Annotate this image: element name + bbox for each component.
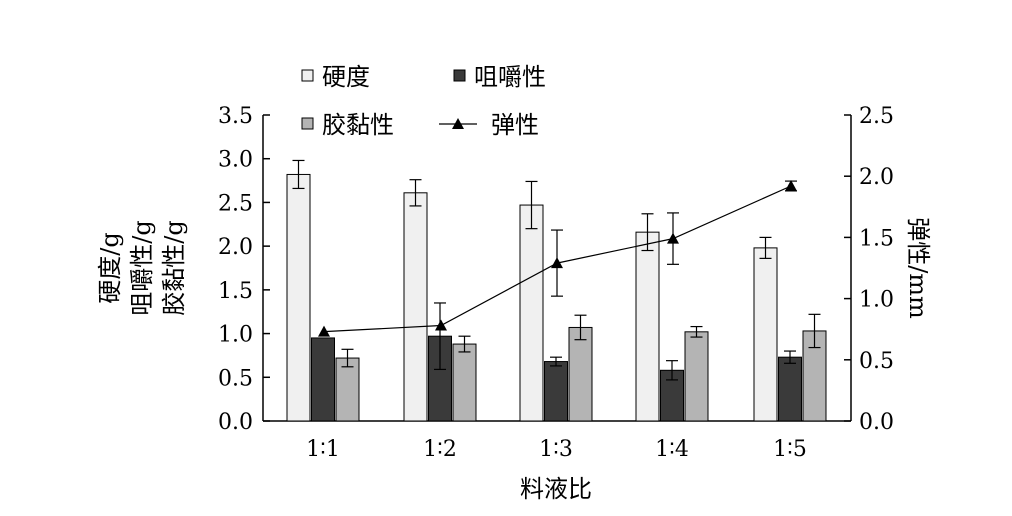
bar: [452, 343, 477, 422]
x-tick-label: 1∶5: [773, 437, 807, 462]
y-label-chewiness: 咀嚼性/g: [128, 220, 156, 315]
bar: [403, 192, 428, 422]
legend-swatch: [453, 69, 466, 82]
legend-item: 硬度: [301, 63, 370, 91]
legend-label: 胶黏性: [322, 111, 394, 139]
bar: [335, 357, 360, 422]
line-point: [785, 179, 797, 191]
y-tick-label-right: 2.0: [859, 165, 894, 190]
axes: 0.0 0.5 1.0 1.5 2.0 2.5 3.0 3.5 0.0 0.5 1.0 1.5 2.0 2…: [218, 104, 894, 462]
line-point: [318, 325, 330, 337]
bar: [286, 173, 311, 422]
line-point: [551, 257, 563, 269]
y-axis-right-label: 弹性/mm: [904, 217, 932, 319]
legend-swatch: [301, 117, 314, 130]
legend-swatch: [301, 69, 314, 82]
y-tick-label-left: 2.0: [218, 235, 253, 260]
y-tick-label-right: 0.5: [859, 349, 894, 374]
x-tick-label: 1∶4: [655, 437, 689, 462]
x-axis-label: 料液比: [520, 475, 592, 503]
y-tick-label-left: 0.0: [218, 410, 253, 435]
bars: [286, 159, 827, 422]
y-tick-label-left: 3.5: [218, 104, 253, 129]
bar: [635, 231, 660, 422]
y-tick-label-right: 0.0: [859, 410, 894, 435]
legend-marker: [452, 118, 464, 129]
legend-label: 弹性: [491, 111, 539, 139]
bar: [684, 331, 709, 422]
y-tick-label-right: 2.5: [859, 104, 894, 129]
line-point: [435, 319, 447, 331]
legend-item: 咀嚼性: [453, 63, 546, 91]
bar: [753, 247, 778, 422]
y-tick-label-left: 3.0: [218, 148, 253, 173]
legend-item: 胶黏性: [301, 111, 394, 139]
x-tick-label: 1∶2: [423, 437, 457, 462]
bar: [311, 337, 335, 422]
y-label-gumminess: 胶黏性/g: [160, 220, 188, 315]
y-tick-label-left: 1.5: [218, 279, 253, 304]
y-tick-label-left: 2.5: [218, 191, 253, 216]
bar: [778, 356, 802, 422]
x-tick-label: 1∶3: [539, 437, 573, 462]
legend-item: 弹性: [439, 111, 539, 139]
y-tick-label-right: 1.5: [859, 226, 894, 251]
y-tick-label-left: 0.5: [218, 366, 253, 391]
x-tick-label: 1∶1: [306, 437, 340, 462]
line-series: [318, 179, 797, 337]
line-point: [667, 232, 679, 244]
legend-label: 硬度: [322, 63, 370, 91]
bar: [519, 204, 544, 422]
y-axis-left-label: 硬度/g 咀嚼性/g 胶黏性/g: [96, 220, 188, 315]
y-tick-label-right: 1.0: [859, 288, 894, 313]
bar: [568, 326, 593, 422]
y-tick-label-left: 1.0: [218, 323, 253, 348]
bar: [544, 361, 568, 422]
y-label-hardness: 硬度/g: [96, 232, 124, 303]
legend-label: 咀嚼性: [474, 63, 546, 91]
